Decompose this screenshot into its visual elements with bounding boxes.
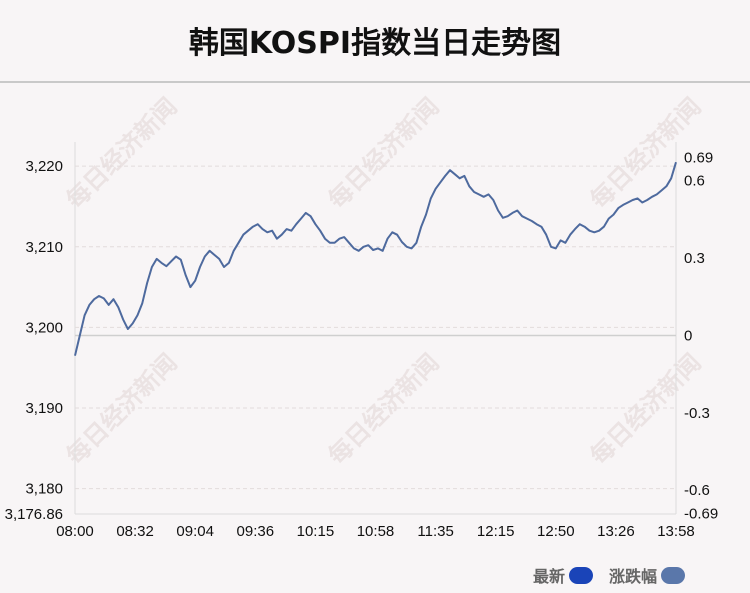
- title-divider: [0, 81, 750, 83]
- chart-title: 韩国KOSPI指数当日走势图: [188, 26, 562, 61]
- y-right-tick-label: -0.6: [684, 482, 710, 499]
- legend-label-latest: 最新: [533, 567, 566, 586]
- legend-swatch-change: [661, 567, 685, 584]
- x-tick-label: 10:15: [297, 523, 335, 540]
- y-left-tick-label: 3,210: [25, 239, 63, 256]
- y-left-tick-label: 3,220: [25, 158, 63, 175]
- index-line-series: [74, 161, 677, 356]
- y-right-tick-label: 0: [684, 327, 692, 344]
- x-tick-label: 13:58: [657, 523, 695, 540]
- y-right-tick-label: 0.69: [684, 150, 713, 167]
- x-tick-label: 09:04: [176, 523, 214, 540]
- y-right-tick-label: -0.3: [684, 405, 710, 422]
- y-right-tick-label: 0.6: [684, 173, 705, 190]
- y-left-tick-label: 3,180: [25, 481, 63, 498]
- legend-swatch-latest: [569, 567, 593, 584]
- y-left-tick-label: 3,200: [25, 319, 63, 336]
- y-right-tick-label: 0.3: [684, 250, 705, 267]
- x-tick-label: 10:58: [357, 523, 395, 540]
- legend-label-change: 涨跌幅: [609, 567, 658, 586]
- x-tick-label: 11:35: [417, 523, 453, 540]
- y-right-tick-label: -0.69: [684, 505, 718, 522]
- x-tick-label: 12:50: [537, 523, 575, 540]
- y-left-tick-label: 3,190: [25, 400, 63, 417]
- x-tick-label: 08:32: [116, 523, 154, 540]
- y-left-min-label: 3,176.86: [5, 506, 63, 523]
- x-tick-label: 12:15: [477, 523, 515, 540]
- x-tick-label: 13:26: [597, 523, 635, 540]
- x-tick-label: 08:00: [56, 523, 94, 540]
- x-tick-label: 09:36: [237, 523, 275, 540]
